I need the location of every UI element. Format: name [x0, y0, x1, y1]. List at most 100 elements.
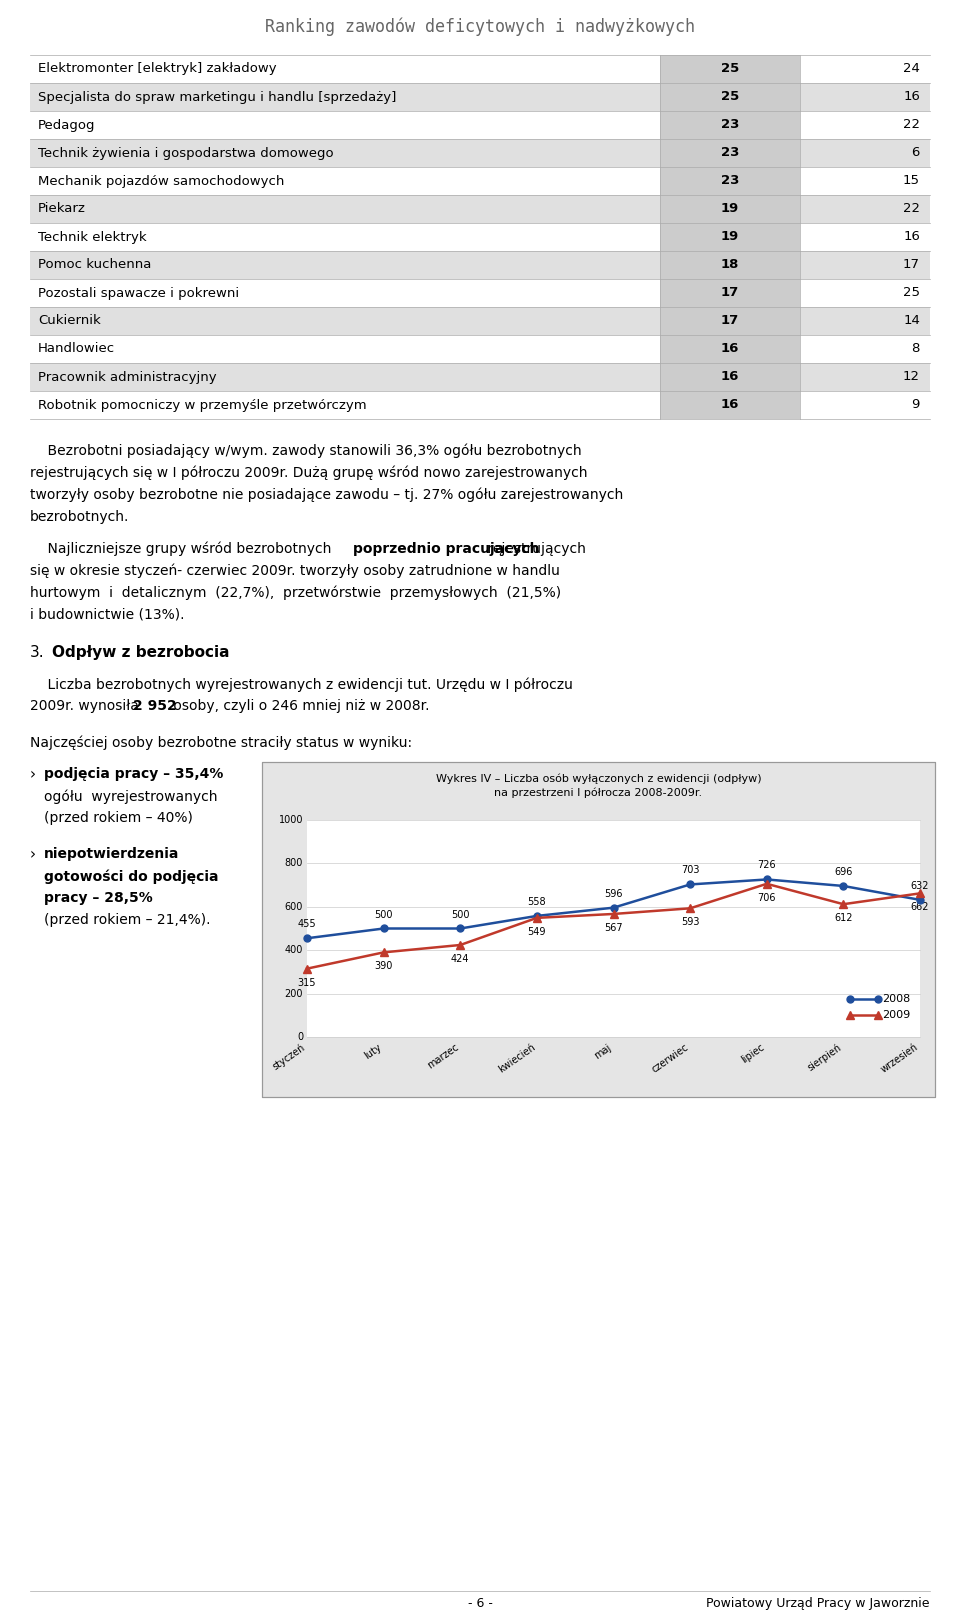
- Text: 600: 600: [284, 902, 303, 912]
- Text: 500: 500: [374, 909, 393, 920]
- Bar: [30, 167, 660, 196]
- Text: Pomoc kuchenna: Pomoc kuchenna: [38, 259, 152, 272]
- Bar: [660, 223, 800, 251]
- Text: 16: 16: [721, 343, 739, 356]
- Text: 6: 6: [912, 147, 920, 160]
- Text: i budownictwie (13%).: i budownictwie (13%).: [30, 608, 184, 623]
- Bar: [30, 391, 660, 419]
- Text: 19: 19: [721, 202, 739, 215]
- Text: 25: 25: [721, 91, 739, 103]
- Text: styczeń: styczeń: [271, 1041, 307, 1072]
- Text: czerwiec: czerwiec: [650, 1041, 690, 1075]
- Bar: [800, 167, 930, 196]
- Text: 315: 315: [298, 978, 316, 988]
- Text: tworzyły osoby bezrobotne nie posiadające zawodu – tj. 27% ogółu zarejestrowanyc: tworzyły osoby bezrobotne nie posiadając…: [30, 488, 623, 503]
- Bar: [800, 112, 930, 139]
- Bar: [262, 762, 935, 1096]
- Text: Liczba bezrobotnych wyrejestrowanych z ewidencji tut. Urzędu w I półroczu: Liczba bezrobotnych wyrejestrowanych z e…: [30, 678, 573, 692]
- Text: 558: 558: [528, 897, 546, 907]
- Text: 17: 17: [721, 286, 739, 299]
- Bar: [660, 335, 800, 362]
- Text: 15: 15: [903, 175, 920, 188]
- Text: 25: 25: [721, 63, 739, 76]
- Bar: [800, 55, 930, 82]
- Text: 0: 0: [297, 1032, 303, 1041]
- Text: 16: 16: [721, 398, 739, 411]
- Text: się w okresie styczeń- czerwiec 2009r. tworzyły osoby zatrudnione w handlu: się w okresie styczeń- czerwiec 2009r. t…: [30, 564, 560, 579]
- Text: 726: 726: [757, 860, 776, 870]
- Bar: [30, 139, 660, 167]
- Text: 696: 696: [834, 867, 852, 876]
- Text: Najczęściej osoby bezrobotne straciły status w wyniku:: Najczęściej osoby bezrobotne straciły st…: [30, 736, 412, 750]
- Text: 23: 23: [721, 118, 739, 131]
- Text: 706: 706: [757, 893, 776, 902]
- Text: 632: 632: [911, 881, 929, 891]
- Bar: [30, 82, 660, 112]
- Bar: [660, 55, 800, 82]
- Text: (przed rokiem – 40%): (przed rokiem – 40%): [44, 812, 193, 825]
- Bar: [800, 280, 930, 307]
- Text: 16: 16: [903, 231, 920, 244]
- Bar: [307, 820, 920, 1036]
- Text: Robotnik pomocniczy w przemyśle przetwórczym: Robotnik pomocniczy w przemyśle przetwór…: [38, 398, 367, 411]
- Text: Najliczniejsze grupy wśród bezrobotnych: Najliczniejsze grupy wśród bezrobotnych: [30, 542, 336, 556]
- Bar: [660, 391, 800, 419]
- Text: 390: 390: [374, 962, 393, 972]
- Text: 22: 22: [903, 202, 920, 215]
- Text: podjęcia pracy – 35,4%: podjęcia pracy – 35,4%: [44, 766, 224, 781]
- Bar: [800, 223, 930, 251]
- Bar: [660, 112, 800, 139]
- Text: Technik żywienia i gospodarstwa domowego: Technik żywienia i gospodarstwa domowego: [38, 147, 334, 160]
- Text: Odpływ z bezrobocia: Odpływ z bezrobocia: [52, 645, 229, 660]
- Text: bezrobotnych.: bezrobotnych.: [30, 509, 130, 524]
- Text: Pozostali spawacze i pokrewni: Pozostali spawacze i pokrewni: [38, 286, 239, 299]
- Text: 22: 22: [903, 118, 920, 131]
- Text: - 6 -: - 6 -: [468, 1598, 492, 1611]
- Bar: [660, 280, 800, 307]
- Text: 2 952: 2 952: [133, 699, 177, 713]
- Text: hurtowym  i  detalicznym  (22,7%),  przetwórstwie  przemysłowych  (21,5%): hurtowym i detalicznym (22,7%), przetwór…: [30, 585, 562, 600]
- Text: 800: 800: [284, 859, 303, 868]
- Bar: [800, 251, 930, 280]
- Bar: [800, 307, 930, 335]
- Bar: [30, 280, 660, 307]
- Text: 455: 455: [298, 920, 316, 930]
- Text: 17: 17: [903, 259, 920, 272]
- Text: 593: 593: [681, 917, 700, 927]
- Text: ›: ›: [30, 847, 36, 862]
- Text: 16: 16: [721, 370, 739, 383]
- Bar: [660, 167, 800, 196]
- Text: 17: 17: [721, 314, 739, 328]
- Text: wrzesień: wrzesień: [879, 1041, 920, 1075]
- Text: Powiatowy Urząd Pracy w Jaworznie: Powiatowy Urząd Pracy w Jaworznie: [707, 1598, 930, 1611]
- Text: Specjalista do spraw marketingu i handlu [sprzedaży]: Specjalista do spraw marketingu i handlu…: [38, 91, 396, 103]
- Text: poprzednio pracujących: poprzednio pracujących: [353, 542, 540, 556]
- Bar: [660, 196, 800, 223]
- Text: Elektromonter [elektryk] zakładowy: Elektromonter [elektryk] zakładowy: [38, 63, 276, 76]
- Text: 14: 14: [903, 314, 920, 328]
- Text: niepotwierdzenia: niepotwierdzenia: [44, 847, 180, 860]
- Text: (przed rokiem – 21,4%).: (przed rokiem – 21,4%).: [44, 914, 210, 927]
- Text: Pracownik administracyjny: Pracownik administracyjny: [38, 370, 217, 383]
- Bar: [800, 196, 930, 223]
- Bar: [30, 55, 660, 82]
- Text: 549: 549: [528, 927, 546, 936]
- Text: 567: 567: [604, 923, 623, 933]
- Text: 400: 400: [284, 946, 303, 956]
- Text: 9: 9: [912, 398, 920, 411]
- Bar: [30, 307, 660, 335]
- Bar: [30, 251, 660, 280]
- Text: 25: 25: [903, 286, 920, 299]
- Text: ›: ›: [30, 766, 36, 783]
- Text: 3.: 3.: [30, 645, 44, 660]
- Bar: [660, 362, 800, 391]
- Text: Technik elektryk: Technik elektryk: [38, 231, 147, 244]
- Text: rejestrujących się w I półroczu 2009r. Dużą grupę wśród nowo zarejestrowanych: rejestrujących się w I półroczu 2009r. D…: [30, 466, 588, 480]
- Text: Mechanik pojazdów samochodowych: Mechanik pojazdów samochodowych: [38, 175, 284, 188]
- Text: 18: 18: [721, 259, 739, 272]
- Bar: [30, 196, 660, 223]
- Text: osoby, czyli o 246 mniej niż w 2008r.: osoby, czyli o 246 mniej niż w 2008r.: [169, 699, 429, 713]
- Text: Piekarz: Piekarz: [38, 202, 85, 215]
- Text: luty: luty: [363, 1041, 384, 1061]
- Bar: [30, 362, 660, 391]
